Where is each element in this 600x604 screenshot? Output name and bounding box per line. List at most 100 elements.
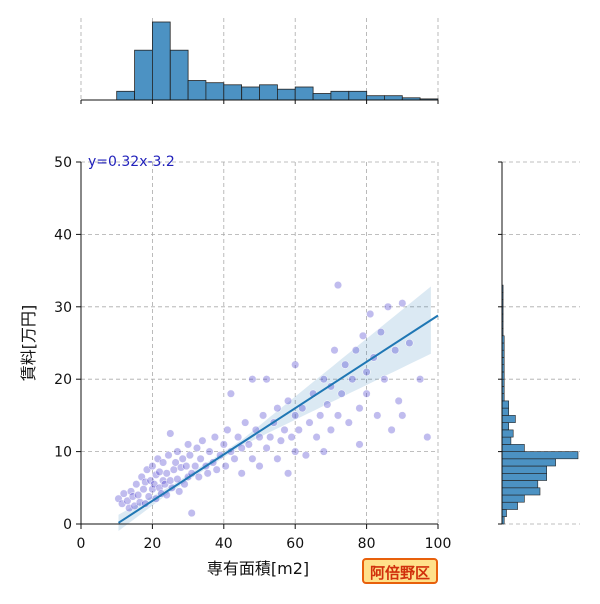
scatter-point — [305, 418, 314, 427]
scatter-point — [326, 425, 335, 434]
main-scatter-plot: 0 20 40 60 80 100 0 10 20 30 40 50 — [54, 155, 451, 552]
scatter-point — [212, 465, 221, 474]
scatter-point — [234, 433, 243, 442]
scatter-point — [198, 436, 207, 445]
top-hist-bar — [205, 82, 225, 101]
scatter-point — [291, 360, 300, 369]
scatter-point — [203, 469, 212, 478]
scatter-point — [182, 462, 191, 471]
top-hist-bar — [348, 90, 368, 101]
scatter-point — [355, 440, 364, 449]
scatter-point — [125, 504, 134, 513]
scatter-point — [166, 429, 175, 438]
scatter-point — [148, 485, 157, 494]
scatter-point — [248, 375, 257, 384]
scatter-point — [148, 462, 157, 471]
scatter-point — [337, 389, 346, 398]
right-hist-bar — [501, 400, 509, 409]
scatter-point — [134, 490, 143, 500]
top-hist-bar — [134, 49, 153, 101]
right-hist-bar — [501, 494, 525, 503]
scatter-point — [237, 443, 246, 453]
scatter-point — [423, 433, 432, 442]
scatter-point — [139, 485, 148, 494]
scatter-point — [405, 338, 414, 348]
scatter-point — [141, 477, 150, 487]
top-histogram — [80, 18, 439, 104]
scatter-point — [273, 404, 282, 413]
scatter-point — [362, 389, 371, 398]
scatter-point — [237, 469, 246, 478]
right-hist-bar — [501, 407, 509, 416]
right-hist-bar — [501, 415, 516, 423]
scatter-point — [287, 433, 296, 442]
scatter-point — [276, 436, 285, 445]
top-hist-bar — [312, 93, 332, 101]
scatter-point — [280, 425, 289, 434]
right-hist-bar — [501, 436, 512, 445]
scatter-point — [219, 440, 228, 449]
top-hist-bar — [366, 95, 385, 101]
scatter-point — [284, 469, 293, 478]
right-hist-bar — [501, 501, 518, 510]
top-hist-bar — [169, 49, 189, 101]
scatter-point — [162, 469, 171, 478]
scatter-point — [355, 404, 364, 413]
y-axis-label: 賃料[万円] — [19, 305, 38, 382]
top-hist-bar — [116, 90, 135, 101]
scatter-point — [192, 443, 202, 453]
top-hist-bar — [330, 90, 350, 101]
scatter-point — [196, 454, 205, 463]
top-hist-bar — [294, 86, 314, 101]
y-tick-label: 20 — [54, 372, 72, 388]
x-tick-label: 80 — [358, 536, 376, 552]
scatter-point — [348, 375, 357, 384]
scatter-point — [241, 418, 250, 427]
right-histogram — [498, 161, 580, 525]
scatter-point — [175, 487, 184, 496]
scatter-point — [173, 475, 182, 484]
scatter-point — [294, 425, 303, 434]
right-hist-bar — [501, 429, 514, 438]
scatter-point — [128, 492, 137, 501]
scatter-point — [291, 447, 300, 456]
top-hist-bar — [241, 86, 260, 101]
regression-line — [117, 314, 439, 524]
y-tick-label: 40 — [54, 227, 72, 243]
scatter-point — [178, 454, 187, 463]
scatter-point — [319, 447, 328, 456]
scatter-point — [362, 367, 371, 377]
scatter-point — [316, 411, 325, 420]
scatter-point — [164, 451, 173, 460]
x-tick-label: 100 — [425, 536, 452, 552]
x-axis-label: 専有面積[m2] — [207, 559, 309, 578]
scatter-point — [171, 458, 180, 467]
scatter-point — [262, 375, 271, 384]
scatter-point — [255, 462, 264, 471]
scatter-point — [398, 299, 407, 308]
scatter-point — [291, 411, 300, 420]
x-tick-label: 40 — [215, 536, 233, 552]
right-hist-bar — [501, 487, 541, 496]
scatter-point — [259, 411, 268, 420]
right-hist-bar — [501, 472, 548, 481]
top-hist-bar — [223, 84, 243, 101]
scatter-point — [255, 433, 264, 442]
scatter-point — [319, 375, 328, 384]
scatter-point — [373, 411, 382, 420]
scatter-point — [118, 499, 127, 508]
scatter-point — [262, 443, 271, 453]
district-badge: 阿倍野区 — [362, 558, 439, 584]
scatter-point — [184, 440, 193, 449]
scatter-point — [341, 360, 350, 369]
right-hist-bar — [501, 465, 548, 474]
scatter-point — [366, 309, 375, 319]
scatter-point — [119, 489, 128, 498]
scatter-point — [205, 447, 214, 456]
scatter-point — [176, 463, 186, 472]
scatter-point — [187, 509, 196, 518]
scatter-point — [391, 346, 400, 355]
scatter-point — [226, 389, 235, 398]
scatter-point — [380, 375, 389, 384]
